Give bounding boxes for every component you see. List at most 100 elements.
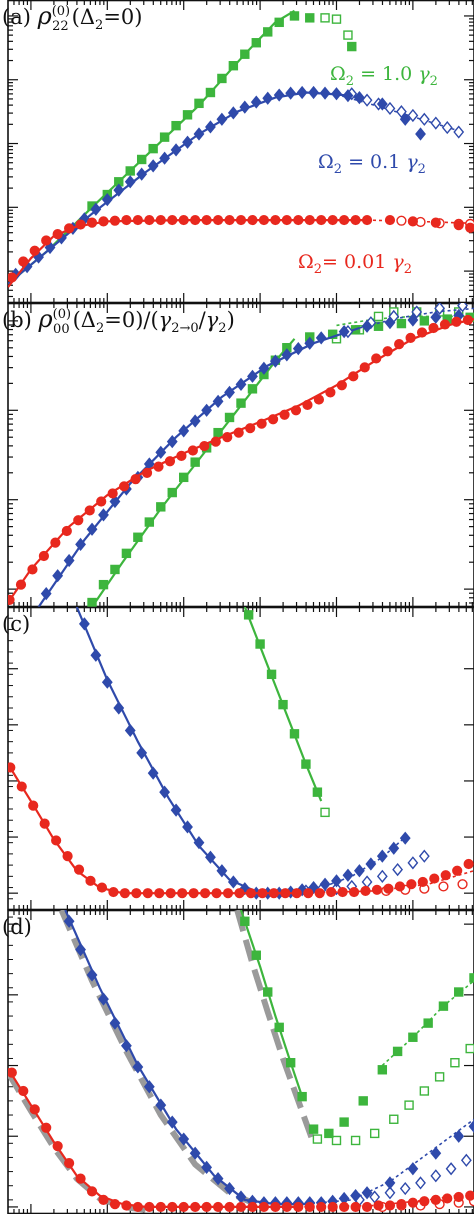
data-point-red bbox=[453, 1191, 464, 1203]
panel-c: (c) bbox=[2, 606, 474, 911]
data-point-blue bbox=[227, 875, 239, 889]
data-point-blue bbox=[113, 183, 125, 197]
data-point-red bbox=[98, 216, 109, 227]
data-point-blue bbox=[308, 880, 319, 895]
legend-label-red: Ω2= 0.01 γ2 bbox=[298, 251, 412, 277]
data-point-red bbox=[142, 888, 153, 899]
data-point-green bbox=[121, 548, 132, 559]
data-point-blue bbox=[273, 88, 285, 102]
data-point-red bbox=[465, 222, 474, 233]
data-point-red bbox=[314, 888, 325, 899]
series-red bbox=[8, 214, 474, 288]
data-point-blue bbox=[399, 831, 411, 845]
data-point-blue-open bbox=[361, 93, 373, 107]
data-point-green bbox=[255, 639, 265, 649]
data-point-green bbox=[423, 1018, 433, 1028]
data-point-green bbox=[236, 398, 246, 408]
data-point-green bbox=[373, 321, 384, 331]
data-point-blue bbox=[430, 310, 442, 324]
data-point-red bbox=[327, 214, 338, 226]
data-point-green bbox=[240, 916, 250, 927]
data-point-green bbox=[179, 472, 189, 483]
data-point-green bbox=[266, 669, 277, 680]
data-point-green-open bbox=[350, 1135, 361, 1146]
data-point-red bbox=[141, 467, 153, 478]
data-point-red bbox=[394, 881, 405, 892]
data-point-blue bbox=[365, 857, 377, 871]
data-point-blue bbox=[109, 494, 121, 509]
data-point-green bbox=[469, 973, 474, 983]
data-point-red bbox=[199, 888, 211, 899]
data-point-blue-open bbox=[384, 101, 396, 116]
data-point-green bbox=[305, 13, 315, 23]
series-blue-line bbox=[37, 326, 360, 607]
data-point-blue bbox=[124, 175, 136, 189]
data-point-red bbox=[234, 888, 245, 899]
data-point-red bbox=[27, 564, 38, 575]
data-point-red bbox=[267, 414, 279, 425]
data-point-red bbox=[256, 418, 267, 429]
data-point-blue-open bbox=[418, 849, 430, 863]
data-point-blue bbox=[166, 434, 178, 449]
data-point-blue bbox=[468, 1119, 474, 1133]
panel-d: (d) bbox=[2, 909, 474, 1214]
data-point-blue bbox=[170, 803, 182, 817]
series-blue-line bbox=[75, 607, 283, 895]
data-point-red bbox=[201, 214, 212, 226]
data-point-red bbox=[304, 1201, 315, 1213]
data-point-red bbox=[15, 579, 27, 590]
data-point-green bbox=[144, 517, 155, 527]
series-green-line bbox=[239, 910, 304, 1097]
panel-title-d: (d) bbox=[2, 915, 32, 939]
data-point-red bbox=[396, 1199, 407, 1210]
data-point-red bbox=[384, 1200, 396, 1211]
data-point-red bbox=[235, 214, 247, 226]
data-point-green bbox=[98, 579, 109, 590]
data-point-red bbox=[224, 214, 235, 226]
data-point-red bbox=[279, 409, 290, 420]
data-point-red bbox=[62, 851, 73, 862]
series-red-line bbox=[8, 318, 474, 604]
series-red-approx-line bbox=[8, 1071, 146, 1213]
data-point-red bbox=[336, 380, 347, 391]
data-point-blue bbox=[407, 1162, 419, 1176]
plot-area bbox=[8, 9, 474, 288]
data-point-red bbox=[84, 505, 95, 516]
data-point-blue bbox=[342, 868, 354, 882]
data-point-blue bbox=[193, 836, 205, 850]
data-point-green bbox=[285, 1058, 296, 1068]
data-point-red bbox=[247, 214, 258, 226]
data-point-blue bbox=[52, 569, 64, 583]
data-point-red-open bbox=[396, 215, 407, 226]
data-point-red bbox=[61, 525, 72, 537]
data-point-red bbox=[38, 550, 50, 562]
data-point-red bbox=[167, 1201, 178, 1213]
data-point-red bbox=[131, 888, 142, 899]
data-point-blue bbox=[136, 167, 148, 181]
data-point-red bbox=[109, 215, 121, 226]
data-point-red bbox=[383, 883, 394, 894]
series-green bbox=[243, 607, 330, 818]
data-point-red bbox=[439, 319, 451, 330]
data-point-red bbox=[132, 214, 143, 226]
data-point-green bbox=[347, 41, 357, 52]
data-point-blue bbox=[90, 202, 102, 216]
data-point-red bbox=[416, 327, 428, 338]
data-point-green bbox=[228, 61, 239, 71]
data-point-red bbox=[233, 427, 244, 438]
data-point-blue bbox=[319, 86, 331, 100]
data-point-blue bbox=[143, 1080, 155, 1094]
data-point-blue bbox=[430, 1146, 442, 1160]
data-point-red bbox=[405, 332, 416, 343]
data-point-red bbox=[176, 450, 187, 461]
data-point-red bbox=[29, 245, 40, 256]
data-point-blue bbox=[44, 240, 56, 255]
data-point-blue bbox=[338, 325, 350, 339]
data-point-red bbox=[270, 214, 281, 226]
data-point-green bbox=[392, 1046, 403, 1057]
data-point-blue-open bbox=[415, 1176, 426, 1190]
data-point-red bbox=[64, 1157, 75, 1169]
data-point-red bbox=[339, 214, 350, 226]
data-point-blue-open bbox=[460, 1153, 472, 1167]
data-point-red bbox=[109, 1199, 121, 1210]
